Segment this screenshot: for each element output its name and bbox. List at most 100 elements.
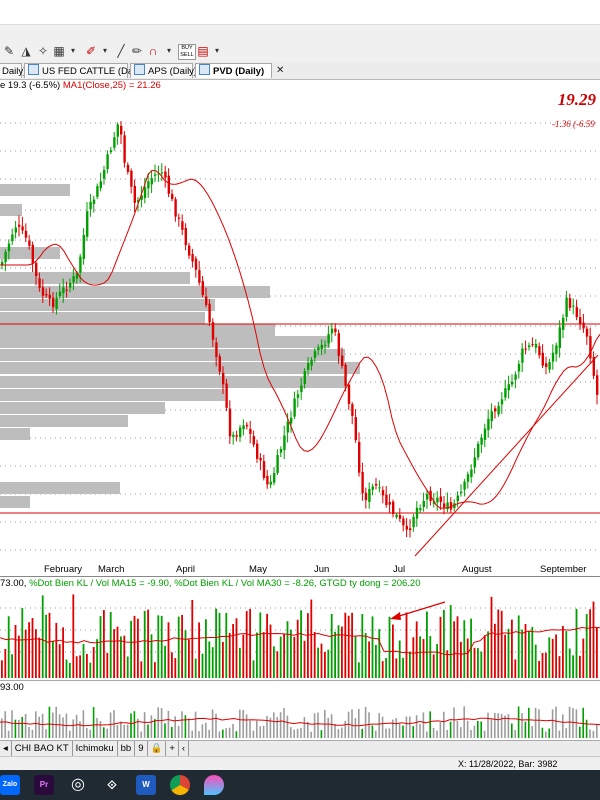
candle-body (137, 199, 140, 203)
indicator2-bar (256, 720, 258, 738)
volume-bar (429, 636, 432, 678)
dropdown-icon[interactable]: ▾ (70, 46, 75, 55)
candle-body (290, 417, 293, 424)
toolbar: ✎ ◮ ✧ ▦ ▾ ✐ ▾ ╱ ✏ ∩ ▾ BUY SELL ▤ ▾ (0, 24, 600, 64)
volume-bar (266, 613, 268, 678)
zalo-icon[interactable]: Zalo (0, 775, 20, 795)
candle-body (150, 178, 153, 185)
volume-bar (487, 631, 489, 678)
volume-pane[interactable] (0, 590, 600, 680)
word-icon[interactable]: W (136, 775, 156, 795)
pencil-icon[interactable]: ✏ (131, 44, 143, 58)
draw-tool-icon[interactable]: ◮ (21, 44, 31, 58)
candle-body (364, 492, 368, 501)
magnet-icon[interactable]: ∩ (148, 44, 158, 58)
indicator2-bar (341, 727, 343, 738)
premiere-icon[interactable]: Pr (34, 775, 54, 795)
tab-pvd[interactable]: PVD (Daily) (195, 63, 272, 78)
candle-body (324, 344, 327, 346)
pane-divider[interactable] (0, 576, 600, 577)
wand-icon[interactable]: ✧ (37, 44, 49, 58)
volume-bar (92, 647, 95, 678)
add-sheet-icon[interactable]: + (166, 741, 179, 756)
volume-bar (307, 613, 309, 678)
line-tool-icon[interactable]: ╱ (117, 44, 125, 58)
scroll-right-icon[interactable]: ‹ (179, 741, 190, 756)
remote-icon[interactable]: ⟐ (107, 778, 117, 792)
indicator2-bar (368, 712, 370, 738)
sheet-tab[interactable]: Ichimoku (73, 741, 118, 756)
candle-body (405, 525, 408, 530)
chrome-icon[interactable] (170, 775, 190, 795)
volume-bar (201, 653, 204, 678)
candle-body (351, 404, 354, 416)
volume-bar (99, 616, 102, 678)
indicator2-bar (38, 716, 40, 738)
chart-template-icon[interactable]: ▦ (53, 44, 65, 58)
close-tab-icon[interactable]: ✕ (276, 65, 285, 76)
tab-us-fed-cattle[interactable]: US FED CATTLE (Daily) (24, 63, 145, 78)
volume-bar (531, 626, 534, 678)
ma-readout: MA1(Close,25) = 21.26 (62, 80, 161, 91)
volume-bar (171, 652, 173, 678)
dropdown-icon[interactable]: ▾ (102, 46, 107, 55)
candle-body (446, 502, 449, 510)
volume-bar (296, 619, 299, 678)
indicator2-bar (18, 720, 20, 738)
candle-body (388, 502, 391, 505)
chart-tab-icon (199, 64, 210, 75)
sheet-tab[interactable]: bb (118, 741, 136, 756)
sheet-tab[interactable]: CHI BAO KT (12, 741, 73, 756)
indicator2-bar (69, 730, 71, 738)
lock-icon[interactable]: 🔒 (148, 741, 167, 756)
volume-bar (35, 629, 37, 678)
volume-bar (562, 625, 564, 678)
volume-profile-bar (0, 312, 205, 324)
indicator2-bar (41, 713, 44, 738)
sell-order-icon[interactable]: ▤ (197, 44, 209, 58)
shapes-icon[interactable]: ✎ (3, 44, 15, 58)
volume-bar (225, 612, 228, 678)
candle-body (72, 276, 75, 283)
volume-bar (565, 631, 568, 678)
month-label: February (44, 564, 83, 575)
indicator2-pane[interactable] (0, 694, 600, 740)
candle-body (133, 185, 136, 203)
volume-bar (24, 629, 27, 678)
volume-bar (432, 654, 435, 678)
dropdown-icon[interactable]: ▾ (166, 46, 171, 55)
volume-bar (72, 594, 75, 678)
candle-body (225, 383, 228, 408)
pen-color-icon[interactable]: ✐ (85, 44, 97, 58)
obs-icon[interactable]: ◎ (71, 776, 85, 793)
indicator2-bar (52, 712, 54, 738)
sheet-tab[interactable]: 9 (135, 741, 148, 756)
indicator2-bar (130, 713, 132, 738)
candle-body (99, 181, 102, 189)
tab-daily[interactable]: Daily) (0, 63, 26, 78)
candle-body (116, 124, 119, 137)
tab-aps[interactable]: APS (Daily) (130, 63, 197, 78)
volume-bar (582, 638, 585, 678)
pane-divider[interactable] (0, 680, 600, 681)
volume-bar (511, 619, 513, 678)
candle-body (565, 297, 568, 317)
candle-body (245, 424, 249, 427)
candle-body (266, 475, 269, 485)
chart-tab-icon (28, 64, 39, 75)
candle-body (120, 125, 123, 135)
indicator2-bar (330, 714, 333, 738)
buy-sell-button[interactable]: BUY SELL (178, 44, 196, 60)
volume-bar (497, 609, 500, 678)
price-chart[interactable] (0, 80, 600, 590)
indicator2-bar (283, 707, 285, 738)
app-icon[interactable] (204, 775, 224, 795)
scroll-left-icon[interactable]: ◂ (0, 741, 12, 756)
last-change: -1.36 (-6.59 (552, 119, 595, 129)
candle-body (7, 243, 11, 252)
indicator2-bar (426, 731, 428, 738)
candle-body (157, 173, 160, 175)
indicator2-bar (82, 710, 85, 738)
dropdown-icon[interactable]: ▾ (214, 46, 219, 55)
taskbar: Zalo Pr ◎ ⟐ W (0, 770, 600, 800)
